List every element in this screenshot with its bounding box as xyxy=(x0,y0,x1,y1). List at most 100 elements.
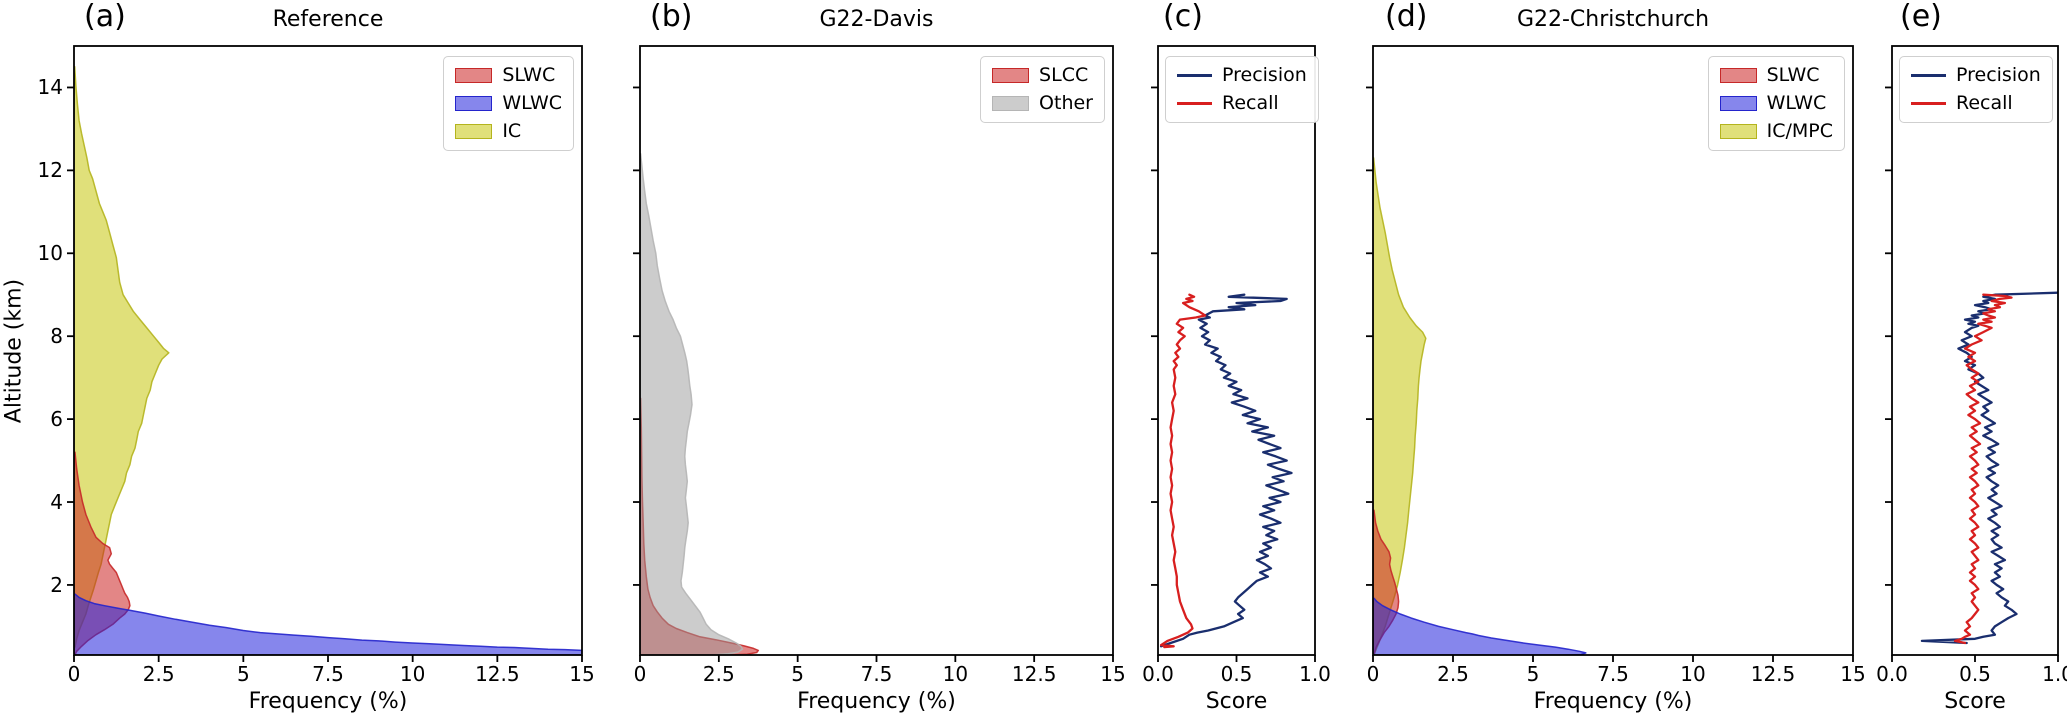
legend-swatch-ic-mpc xyxy=(1719,124,1757,139)
panel-data-1 xyxy=(640,153,760,655)
x-tick-label: 0 xyxy=(67,662,81,686)
legend-item: WLWC xyxy=(455,92,562,115)
panel-letter-b: (b) xyxy=(650,0,693,34)
legend: SLWC WLWC IC/MPC xyxy=(1707,56,1845,151)
panel-data-4 xyxy=(1920,291,2058,645)
legend-label: Other xyxy=(1039,92,1093,114)
legend-item: IC/MPC xyxy=(1719,120,1833,143)
area-wlwc xyxy=(1373,597,1587,655)
x-tick-label: 0.0 xyxy=(1876,662,1908,686)
panel-data-3 xyxy=(1373,157,1587,655)
legend-label: Recall xyxy=(1956,92,2013,114)
x-tick-label: 2.5 xyxy=(142,662,175,686)
panel-data-2 xyxy=(1159,293,1293,649)
legend-item: Other xyxy=(992,92,1093,115)
panel-border-2 xyxy=(1157,45,1316,656)
x-tick-label: 7.5 xyxy=(1597,662,1629,686)
legend: SLWC WLWC IC xyxy=(443,56,574,151)
panel-border-4 xyxy=(1891,45,2059,656)
x-tick-label: 12.5 xyxy=(1011,662,1057,686)
legend: Precision Recall xyxy=(1165,56,1319,123)
panel-letter-e: (e) xyxy=(1900,0,1942,34)
y-tick-label: 14 xyxy=(37,75,63,100)
line-precision xyxy=(1159,293,1293,648)
legend-item: Recall xyxy=(1177,92,1307,115)
legend-label: IC xyxy=(502,120,522,142)
x-tick-label: 7.5 xyxy=(860,662,893,686)
x-tick-label: 0 xyxy=(1366,662,1380,686)
y-tick-label: 12 xyxy=(37,158,63,183)
panel-letter-d: (d) xyxy=(1385,0,1428,34)
x-tick-label: 2.5 xyxy=(1437,662,1469,686)
x-tick-label: 1.0 xyxy=(2042,662,2067,686)
x-tick-label: 2.5 xyxy=(702,662,735,686)
legend-item: Recall xyxy=(1911,92,2041,115)
area-wlwc xyxy=(74,593,582,655)
panel-title-g22-davis: G22-Davis xyxy=(819,7,934,32)
x-tick-label: 1.0 xyxy=(1299,662,1331,686)
panel-letter-a: (a) xyxy=(84,0,126,34)
x-tick-label: 0 xyxy=(633,662,647,686)
legend-swatch-wlwc xyxy=(455,96,493,111)
x-tick-label: 10 xyxy=(399,662,426,686)
panel-data-0 xyxy=(74,65,582,655)
x-tick-label: 0.5 xyxy=(1220,662,1253,686)
line-recall xyxy=(1953,293,2013,645)
legend-item: SLWC xyxy=(455,64,562,87)
line-precision xyxy=(1920,291,2058,645)
x-tick-label: 15 xyxy=(1840,662,1866,686)
legend-swatch-slwc xyxy=(1719,68,1757,83)
legend-item: Precision xyxy=(1911,64,2041,87)
x-axis-label-frequency: Frequency (%) xyxy=(248,689,408,714)
legend-swatch-slwc xyxy=(455,68,493,83)
x-tick-label: 10 xyxy=(942,662,969,686)
legend-label: IC/MPC xyxy=(1766,120,1833,142)
legend: SLCC Other xyxy=(980,56,1105,123)
legend-label: Precision xyxy=(1956,64,2041,86)
legend-swatch-ic xyxy=(455,124,493,139)
x-axis-label-frequency: Frequency (%) xyxy=(1533,689,1693,714)
x-axis-label-score: Score xyxy=(1944,689,2006,714)
x-tick-label: 15 xyxy=(1100,662,1126,686)
y-tick-label: 8 xyxy=(50,324,63,349)
x-axis-label-frequency: Frequency (%) xyxy=(797,689,956,714)
y-axis-label-altitude: Altitude (km) xyxy=(1,278,27,423)
x-tick-label: 7.5 xyxy=(312,662,344,686)
legend-item: WLWC xyxy=(1719,92,1833,115)
legend-swatch-wlwc xyxy=(1719,96,1757,111)
x-tick-label: 0.5 xyxy=(1959,662,1991,686)
legend-label: Recall xyxy=(1222,92,1279,114)
legend-swatch-precision xyxy=(1177,74,1212,77)
x-axis-label-score: Score xyxy=(1205,689,1268,714)
legend-item: IC xyxy=(455,120,562,143)
legend-item: Precision xyxy=(1177,64,1307,87)
legend-label: SLWC xyxy=(502,64,556,86)
legend-swatch-recall xyxy=(1177,102,1212,105)
panel-border-1 xyxy=(639,45,1114,656)
y-tick-label: 2 xyxy=(50,572,63,597)
x-tick-label: 5 xyxy=(236,662,250,686)
legend-label: WLWC xyxy=(502,92,562,114)
area-other xyxy=(640,153,744,655)
x-tick-label: 10 xyxy=(1680,662,1706,686)
x-tick-label: 15 xyxy=(569,662,595,686)
x-tick-label: 5 xyxy=(791,662,805,686)
x-tick-label: 12.5 xyxy=(1750,662,1796,686)
x-tick-label: 0.0 xyxy=(1142,662,1174,686)
legend-label: Precision xyxy=(1222,64,1307,86)
legend-label: SLWC xyxy=(1766,64,1820,86)
y-tick-label: 6 xyxy=(50,407,63,432)
legend-item: SLWC xyxy=(1719,64,1833,87)
legend-swatch-recall xyxy=(1911,102,1946,105)
x-tick-label: 5 xyxy=(1526,662,1540,686)
line-recall xyxy=(1159,293,1207,649)
legend-label: SLCC xyxy=(1039,64,1089,86)
legend-label: WLWC xyxy=(1766,92,1827,114)
panel-letter-c: (c) xyxy=(1163,0,1203,34)
legend-swatch-precision xyxy=(1911,74,1946,77)
panel-title-g22-christchurch: G22-Christchurch xyxy=(1516,7,1710,32)
legend-item: SLCC xyxy=(992,64,1093,87)
y-tick-label: 10 xyxy=(37,241,63,266)
